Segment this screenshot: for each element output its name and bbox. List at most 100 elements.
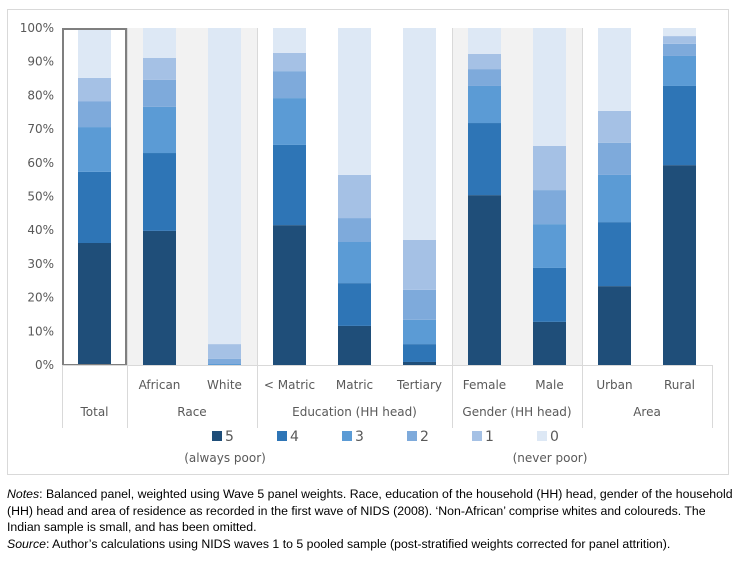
bar-segment-level-4 — [338, 283, 371, 326]
x-category-label: Female — [463, 378, 506, 392]
stacked-bar-chart: 0% 10% 20% 30% 40% 50% 60% 70% 80% 90% 100% Africa… — [20, 21, 713, 465]
bar-segment-level-2 — [78, 101, 111, 128]
notes-paragraph: Notes: Balanced panel, weighted using Wa… — [7, 486, 735, 536]
bar-segment-level-1 — [663, 36, 696, 44]
bar-segment-level-0 — [273, 28, 306, 53]
bar-segment-level-1 — [273, 52, 306, 72]
bar-segment-level-1 — [468, 53, 501, 70]
bar-segment-level-1 — [78, 77, 111, 102]
bar-segment-level-4 — [663, 85, 696, 166]
bar-segment-level-4 — [403, 344, 436, 362]
legend-item-0: 0 (never poor) — [513, 429, 588, 465]
legend-sublabel: (always poor) — [184, 451, 266, 465]
source-paragraph: Source: Author’s calculations using NIDS… — [7, 536, 735, 553]
legend-swatch — [407, 431, 417, 441]
bar-segment-level-5 — [663, 165, 696, 365]
bar-segment-level-1 — [208, 344, 241, 359]
notes-text: : Balanced panel, weighted using Wave 5 … — [7, 487, 733, 534]
bar-segment-level-5 — [533, 321, 566, 365]
x-group-label: Race — [177, 405, 206, 419]
x-group-label: Total — [79, 405, 108, 419]
bar-segment-level-2 — [663, 43, 696, 56]
y-tick-label: 90% — [27, 55, 54, 69]
y-tick-label: 20% — [27, 291, 54, 305]
legend-swatch — [212, 431, 222, 441]
bar-segment-level-5 — [468, 195, 501, 365]
bar-segment-level-2 — [468, 69, 501, 86]
bar-segment-level-5 — [598, 286, 631, 365]
legend-label: 1 — [485, 429, 494, 445]
y-tick-label: 100% — [20, 21, 54, 35]
bar-segment-level-4 — [273, 144, 306, 226]
bar-segment-level-3 — [533, 224, 566, 268]
legend-label: 3 — [355, 429, 364, 445]
bar-segment-level-0 — [598, 28, 631, 111]
legend-swatch — [537, 431, 547, 441]
chart-area: 0% 10% 20% 30% 40% 50% 60% 70% 80% 90% 100% Africa… — [7, 9, 729, 475]
bar-segment-level-2 — [598, 142, 631, 175]
legend-item-4: 4 — [277, 429, 299, 445]
legend-item-3: 3 — [342, 429, 364, 445]
legend-swatch — [342, 431, 352, 441]
bar-segment-level-3 — [273, 98, 306, 145]
bar-segment-level-2 — [273, 71, 306, 99]
x-category-label: Rural — [664, 378, 695, 392]
source-label: Source — [7, 536, 46, 551]
x-category-label: < Matric — [264, 378, 315, 392]
bar-segment-level-3 — [663, 55, 696, 86]
legend-label: 4 — [290, 429, 299, 445]
y-tick-label: 80% — [27, 88, 54, 102]
bar-segment-level-3 — [403, 319, 436, 345]
bar-segment-level-4 — [468, 123, 501, 196]
bar-segment-level-0 — [533, 28, 566, 146]
bar-segment-level-5 — [273, 225, 306, 365]
legend-swatch — [277, 431, 287, 441]
y-tick-label: 0% — [35, 358, 54, 372]
bar-segment-level-2 — [143, 79, 176, 107]
bar-segment-level-0 — [208, 28, 241, 345]
bar-segment-level-0 — [338, 28, 371, 175]
notes-label: Notes — [7, 487, 40, 501]
bar-segment-level-0 — [403, 28, 436, 240]
legend-label: 0 — [550, 429, 559, 445]
bar-segment-level-4 — [533, 267, 566, 322]
source-text: : Author’s calculations using NIDS waves… — [45, 536, 671, 551]
x-category-label: Male — [535, 378, 563, 392]
legend-label: 5 — [225, 429, 234, 445]
y-tick-label: 50% — [27, 190, 54, 204]
legend-item-2: 2 — [407, 429, 429, 445]
x-group-label: Area — [633, 405, 661, 419]
legend-item-5: 5 (always poor) — [184, 429, 266, 465]
bar-segment-level-5 — [78, 243, 111, 365]
y-tick-label: 10% — [27, 324, 54, 338]
bar-segment-level-2 — [338, 218, 371, 242]
bar-segment-level-0 — [78, 28, 111, 78]
legend: 5 (always poor) 4 3 2 1 0 (never poor) — [184, 429, 587, 465]
bar-segment-level-3 — [598, 174, 631, 223]
x-group-label: Gender (HH head) — [462, 405, 571, 419]
y-tick-label: 60% — [27, 156, 54, 170]
legend-label: 2 — [420, 429, 429, 445]
bar-segment-level-2 — [403, 289, 436, 320]
bar-segment-level-3 — [78, 127, 111, 172]
x-category-label: Matric — [336, 378, 373, 392]
bar-segment-level-4 — [598, 222, 631, 287]
bar-segment-level-5 — [338, 325, 371, 365]
bar-segment-level-4 — [143, 153, 176, 231]
bar-segment-level-0 — [468, 28, 501, 54]
bar-segment-level-5 — [143, 230, 176, 365]
x-category-label: White — [207, 378, 242, 392]
y-axis: 0% 10% 20% 30% 40% 50% 60% 70% 80% 90% 100% — [20, 21, 54, 372]
bar-segment-level-0 — [143, 28, 176, 58]
bar-segment-level-1 — [598, 110, 631, 143]
bar-segment-level-3 — [468, 85, 501, 124]
bars — [62, 28, 696, 366]
y-tick-label: 30% — [27, 257, 54, 271]
bar-segment-level-1 — [143, 57, 176, 80]
x-axis: African White < Matric Matric Tertiary Female… — [62, 365, 713, 428]
bar-segment-level-3 — [338, 241, 371, 284]
bar-segment-level-3 — [143, 106, 176, 154]
figure-notes: Notes: Balanced panel, weighted using Wa… — [7, 486, 735, 552]
bar-segment-level-1 — [403, 239, 436, 290]
x-group-label: Education (HH head) — [292, 405, 417, 419]
